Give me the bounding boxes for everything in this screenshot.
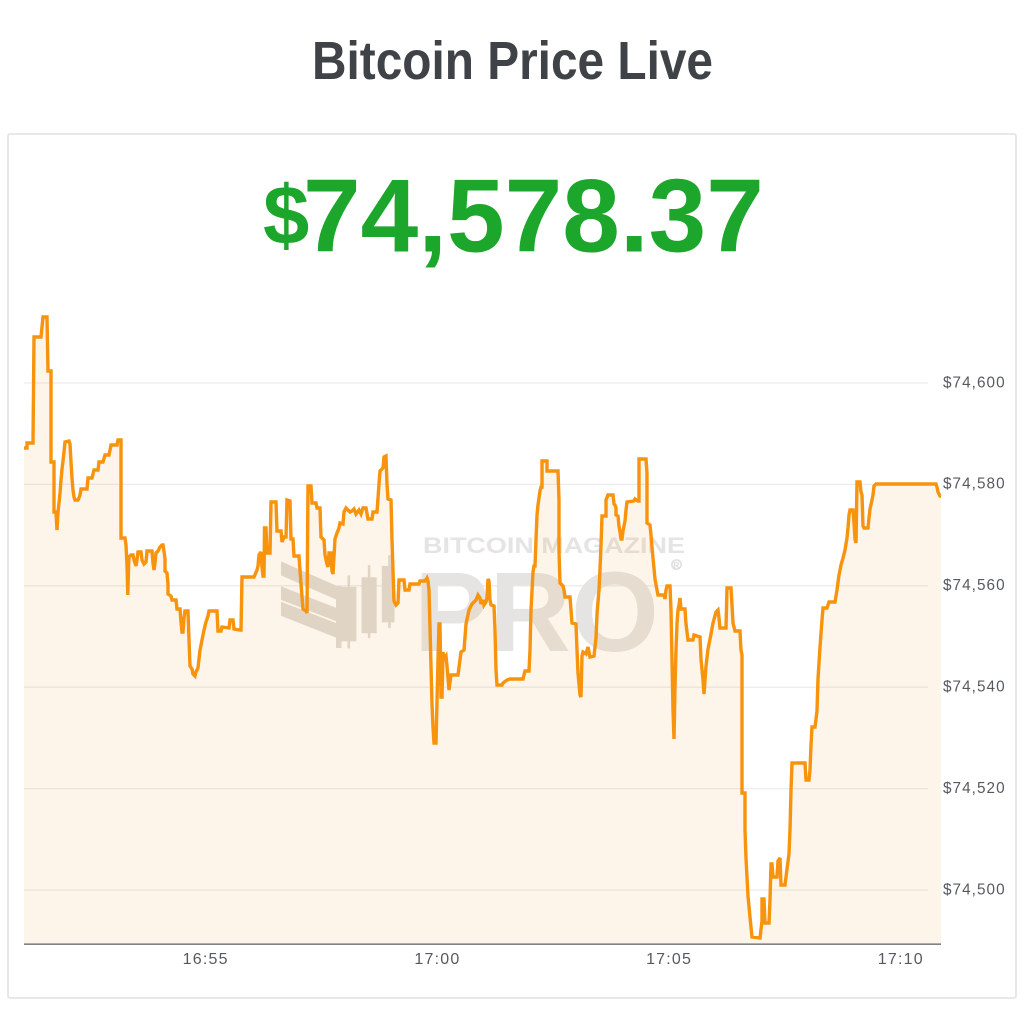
svg-text:$74,578.37: $74,578.37 <box>263 158 764 274</box>
svg-text:R: R <box>673 560 679 570</box>
svg-text:$74,540: $74,540 <box>943 679 1006 696</box>
svg-text:16:55: 16:55 <box>183 951 229 968</box>
svg-text:$74,560: $74,560 <box>943 577 1006 594</box>
svg-text:BITCOIN MAGAZINE: BITCOIN MAGAZINE <box>423 533 685 558</box>
svg-text:PRO: PRO <box>414 549 659 675</box>
svg-text:17:00: 17:00 <box>414 951 460 968</box>
svg-text:$74,500: $74,500 <box>943 881 1006 898</box>
svg-text:$74,600: $74,600 <box>943 374 1006 391</box>
svg-text:$74,580: $74,580 <box>943 476 1006 493</box>
svg-text:$74,520: $74,520 <box>943 780 1006 797</box>
svg-text:17:05: 17:05 <box>646 951 692 968</box>
svg-text:Bitcoin Price Live: Bitcoin Price Live <box>312 31 713 91</box>
svg-text:17:10: 17:10 <box>878 951 924 968</box>
